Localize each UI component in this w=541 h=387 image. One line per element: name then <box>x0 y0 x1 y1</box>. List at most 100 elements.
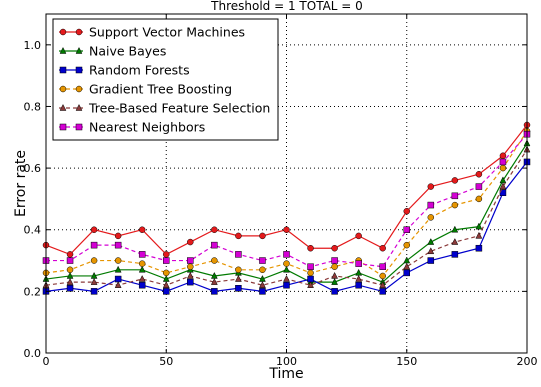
data-point <box>66 266 74 274</box>
legend-item: Random Forests <box>59 63 190 78</box>
legend-label: Nearest Neighbors <box>89 120 205 135</box>
x-tick-label: 200 <box>517 355 538 368</box>
x-tick-label: 0 <box>43 355 50 368</box>
data-point <box>235 232 242 240</box>
data-point <box>451 251 459 258</box>
data-point <box>403 207 410 215</box>
data-point <box>259 232 266 240</box>
data-point <box>475 222 483 230</box>
data-point <box>475 195 483 203</box>
series-gradient-tree-boosting <box>42 127 531 280</box>
data-point <box>451 201 459 209</box>
legend-marker <box>59 103 67 111</box>
data-point <box>187 263 194 270</box>
legend-marker <box>59 28 67 36</box>
data-point <box>210 278 218 285</box>
legend-label: Gradient Tree Boosting <box>89 82 232 97</box>
y-tick-label: 0.2 <box>24 285 42 298</box>
data-point <box>66 257 74 264</box>
data-point <box>355 232 362 240</box>
data-point <box>66 278 74 285</box>
data-point <box>403 256 411 264</box>
data-point <box>451 192 459 200</box>
legend-item: Gradient Tree Boosting <box>59 82 232 97</box>
data-point <box>307 275 314 283</box>
data-point <box>187 238 194 246</box>
data-point <box>163 269 170 277</box>
legend-label: Tree-Based Feature Selection <box>88 101 270 116</box>
series-support-vector-machines <box>42 121 531 258</box>
data-point <box>331 257 338 264</box>
data-point <box>427 183 435 190</box>
data-point <box>187 278 194 286</box>
data-point <box>475 171 483 178</box>
legend-item: Support Vector Machines <box>59 25 245 40</box>
data-point <box>307 281 314 288</box>
data-point <box>451 225 459 233</box>
data-point <box>379 263 386 270</box>
data-point <box>283 265 290 273</box>
data-point <box>451 177 459 184</box>
data-point <box>331 288 338 295</box>
data-point <box>138 251 146 258</box>
legend-item: Nearest Neighbors <box>59 120 205 135</box>
data-point <box>307 269 314 277</box>
data-point <box>138 260 146 267</box>
data-point <box>499 164 507 172</box>
data-point <box>427 201 435 209</box>
data-point <box>499 152 507 160</box>
y-tick-label: 0.0 <box>24 347 42 360</box>
data-point <box>403 241 410 249</box>
data-point <box>427 214 435 221</box>
data-point <box>355 274 363 282</box>
data-point <box>90 241 98 249</box>
data-point <box>138 226 146 233</box>
data-point <box>211 241 218 249</box>
y-axis-title: Error rate <box>13 150 29 217</box>
legend-marker <box>59 46 67 54</box>
data-point <box>162 281 170 288</box>
data-point <box>66 285 74 292</box>
data-point <box>114 275 122 283</box>
data-point <box>355 260 362 267</box>
data-point <box>235 251 242 258</box>
data-point <box>331 263 338 270</box>
data-point <box>403 262 411 270</box>
data-point <box>259 266 266 274</box>
legend-marker <box>75 103 83 111</box>
data-point <box>379 272 386 280</box>
data-point <box>163 257 170 264</box>
legend-label: Support Vector Machines <box>89 25 245 40</box>
data-point <box>451 237 459 245</box>
data-point <box>90 278 98 285</box>
legend-label: Random Forests <box>89 63 190 78</box>
legend-marker <box>59 85 67 93</box>
data-point <box>499 189 507 196</box>
data-point <box>331 244 338 252</box>
data-point <box>403 269 410 277</box>
data-point <box>138 274 146 282</box>
x-tick-label: 100 <box>276 355 297 368</box>
data-point <box>235 266 242 274</box>
data-point <box>355 281 362 289</box>
data-point <box>138 265 146 273</box>
data-point <box>163 251 170 258</box>
legend-marker <box>75 28 83 36</box>
data-point <box>427 257 435 264</box>
data-point <box>163 288 170 295</box>
data-point <box>114 265 122 273</box>
legend-box <box>52 18 279 141</box>
data-point <box>475 244 483 252</box>
chart-title: Threshold = 1 TOTAL = 0 <box>210 0 363 13</box>
data-point <box>66 251 74 258</box>
legend-marker <box>75 85 83 93</box>
x-tick-label: 50 <box>159 355 173 368</box>
data-point <box>138 281 146 289</box>
series-group <box>42 121 531 295</box>
data-point <box>379 288 386 295</box>
series-nearest-neighbors <box>42 130 531 270</box>
data-point <box>499 182 507 190</box>
data-point <box>379 244 386 252</box>
data-point <box>283 260 290 267</box>
